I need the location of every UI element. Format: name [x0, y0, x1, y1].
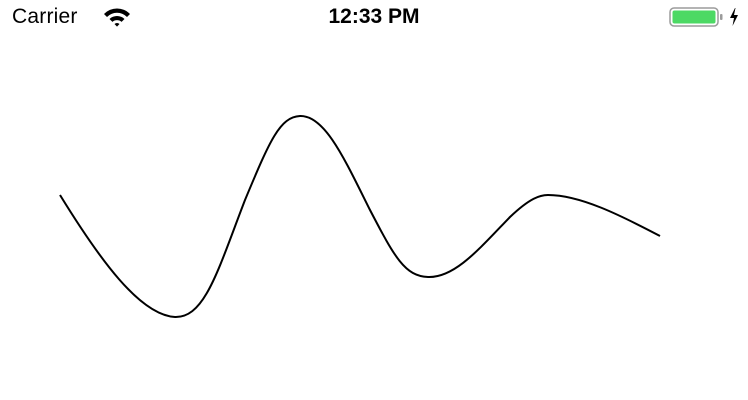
wifi-icon: [104, 8, 130, 27]
status-time: 12:33 PM: [328, 5, 420, 28]
charging-bolt-icon: [730, 8, 738, 26]
carrier-name: Carrier: [12, 5, 78, 28]
battery-icon: [669, 7, 723, 27]
status-bar: Carrier 12:33 PM: [0, 0, 748, 36]
wave-line: [59, 114, 661, 319]
battery-fill: [672, 10, 716, 24]
